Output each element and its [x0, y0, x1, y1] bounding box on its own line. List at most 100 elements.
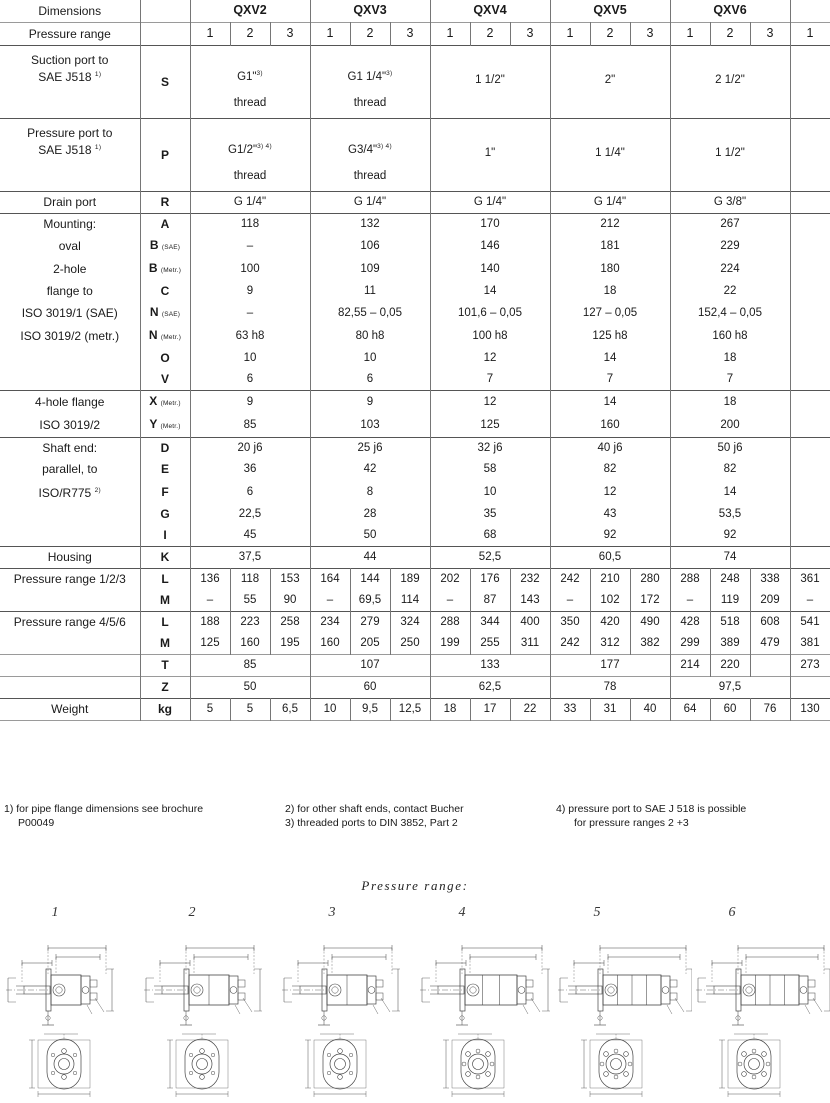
row-label-flange-1: ISO 3019/2 — [0, 414, 141, 438]
model-header-qxv5: QXV5 — [550, 0, 671, 23]
value-pr123-m-qxv6-2: 119 — [710, 590, 751, 612]
value-mounting-n-qxv5: 125 h8 — [550, 325, 671, 348]
model-header-qxv3: QXV3 — [310, 0, 431, 23]
value-drain-port-qxv6: G 3/8" — [670, 191, 791, 214]
value-pr456-m-qxv2-2: 160 — [230, 633, 271, 655]
value-mounting-o-qxv4: 12 — [430, 348, 551, 369]
value-housing-qxv4: 52,5 — [430, 546, 551, 569]
symbol-shaft-i: I — [140, 525, 191, 547]
value-z-qxv4: 62,5 — [430, 676, 551, 699]
value-pr123-m-qxv4-1: – — [430, 590, 471, 612]
value-pr123-l-qxv3-1: 164 — [310, 568, 351, 590]
value-pr123-l-qxv3-3: 189 — [390, 568, 431, 590]
value-mounting-b-qxv2: – — [190, 235, 311, 258]
value-mounting-o-qxv5: 14 — [550, 348, 671, 369]
value-mounting-o-qxv3: 10 — [310, 348, 431, 369]
symbol-shaft-g: G — [140, 504, 191, 525]
value-flange-y-qxv5: 160 — [550, 414, 671, 438]
row-label-shaft-0: Shaft end: — [0, 437, 141, 459]
value-weight-qxv6-3: 76 — [750, 698, 791, 721]
value-mounting-v-qxv5: 7 — [550, 369, 671, 391]
value-mounting-v-qxv3: 6 — [310, 369, 431, 391]
value-flange-x-qxv4: 12 — [430, 390, 551, 414]
value-flange-y-qxv2: 85 — [190, 414, 311, 438]
pressure-range-col-qxv8-1: 1 — [790, 22, 830, 46]
row-label-mounting-3: flange to — [0, 281, 141, 302]
symbol-shaft-f: F — [140, 480, 191, 504]
value-t-qxv4: 133 — [430, 654, 551, 677]
value-drain-port-qxv4: G 1/4" — [430, 191, 551, 214]
value-pr123-l-qxv2-2: 118 — [230, 568, 271, 590]
value-pr456-l-qxv3-2: 279 — [350, 611, 391, 633]
row-label-weight: Weight — [0, 698, 141, 721]
value-pr123-m-qxv3-1: – — [310, 590, 351, 612]
value-weight-qxv2-2: 5 — [230, 698, 271, 721]
value-pressure-port-qxv8: 2" — [790, 118, 830, 192]
value-pr456-m-qxv2-1: 125 — [190, 633, 231, 655]
value-shaft-e-qxv5: 82 — [550, 459, 671, 480]
value-pr123-m-qxv2-3: 90 — [270, 590, 311, 612]
symbol-mounting-c-3: C — [140, 281, 191, 302]
value-pr456-l-qxv6-3: 608 — [750, 611, 791, 633]
symbol-pr123-l: L — [140, 568, 191, 590]
symbol-flange-y: Y (Metr.) — [140, 414, 191, 438]
symbol-pressure-port: P — [140, 118, 191, 192]
symbol-col-blank — [140, 22, 191, 46]
value-pr456-m-qxv4-2: 255 — [470, 633, 511, 655]
value-pr456-m-qxv8-1: 381 — [790, 633, 830, 655]
value-mounting-a-qxv4: 170 — [430, 213, 551, 235]
footnote-1-line-2: P00049 — [18, 817, 55, 829]
row-label-mounting-1: oval — [0, 235, 141, 258]
value-pr123-m-qxv6-3: 209 — [750, 590, 791, 612]
pressure-range-col-qxv4-1: 1 — [430, 22, 471, 46]
value-pr123-m-qxv2-1: – — [190, 590, 231, 612]
row-label-suction-port: Suction port to SAE J518 1) — [0, 45, 141, 119]
pressure-range-col-qxv6-2: 2 — [710, 22, 751, 46]
value-pr456-l-qxv2-3: 258 — [270, 611, 311, 633]
value-mounting-b-qxv3: 106 — [310, 235, 431, 258]
value-pr456-l-qxv2-2: 223 — [230, 611, 271, 633]
symbol-flange-x: X (Metr.) — [140, 390, 191, 414]
value-pr123-m-qxv4-3: 143 — [510, 590, 551, 612]
symbol-shaft-d: D — [140, 437, 191, 459]
value-pr123-m-qxv3-3: 114 — [390, 590, 431, 612]
symbol-pr456-l: L — [140, 611, 191, 633]
value-pr123-l-qxv3-2: 144 — [350, 568, 391, 590]
symbol-mounting-v-7: V — [140, 369, 191, 391]
value-mounting-a-qxv3: 132 — [310, 213, 431, 235]
value-shaft-f-qxv8: 18 — [790, 480, 830, 504]
pressure-range-label-5: 5 — [593, 905, 601, 920]
value-shaft-i-qxv5: 92 — [550, 525, 671, 547]
row-label-shaft-2: ISO/R775 2) — [0, 480, 141, 504]
value-shaft-g-qxv6: 53,5 — [670, 504, 791, 525]
value-mounting-a-qxv8: 330 — [790, 213, 830, 235]
value-z-qxv5: 78 — [550, 676, 671, 699]
value-mounting-v-qxv8: 9 — [790, 369, 830, 391]
value-pr456-l-qxv2-1: 188 — [190, 611, 231, 633]
value-shaft-f-qxv6: 14 — [670, 480, 791, 504]
pressure-range-number-labels: 1 2 3 4 5 6 — [0, 905, 830, 927]
value-mounting-c-qxv6: 22 — [670, 281, 791, 302]
value-mounting-a-qxv5: 212 — [550, 213, 671, 235]
value-pr456-m-qxv4-1: 199 — [430, 633, 471, 655]
pressure-range-col-qxv5-1: 1 — [550, 22, 591, 46]
value-pr123-l-qxv5-2: 210 — [590, 568, 631, 590]
value-pr456-l-qxv3-3: 324 — [390, 611, 431, 633]
value-mounting-o-qxv8: 22 — [790, 348, 830, 369]
value-mounting-v-qxv2: 6 — [190, 369, 311, 391]
value-pr456-l-qxv5-2: 420 — [590, 611, 631, 633]
value-housing-qxv2: 37,5 — [190, 546, 311, 569]
value-flange-x-qxv3: 9 — [310, 390, 431, 414]
value-shaft-f-qxv3: 8 — [310, 480, 431, 504]
value-pr123-l-qxv2-3: 153 — [270, 568, 311, 590]
value-mounting-c-qxv8: 26 — [790, 281, 830, 302]
value-weight-qxv5-3: 40 — [630, 698, 671, 721]
value-pr123-l-qxv4-2: 176 — [470, 568, 511, 590]
value-shaft-e-qxv6: 82 — [670, 459, 791, 480]
value-weight-qxv4-3: 22 — [510, 698, 551, 721]
value-pr123-l-qxv6-2: 248 — [710, 568, 751, 590]
value-t-qxv8-1: 273 — [790, 654, 830, 677]
footnote-3: 3) threaded ports to DIN 3852, Part 2 — [285, 817, 458, 829]
value-shaft-d-qxv6: 50 j6 — [670, 437, 791, 459]
value-shaft-d-qxv8: 63 j6 — [790, 437, 830, 459]
